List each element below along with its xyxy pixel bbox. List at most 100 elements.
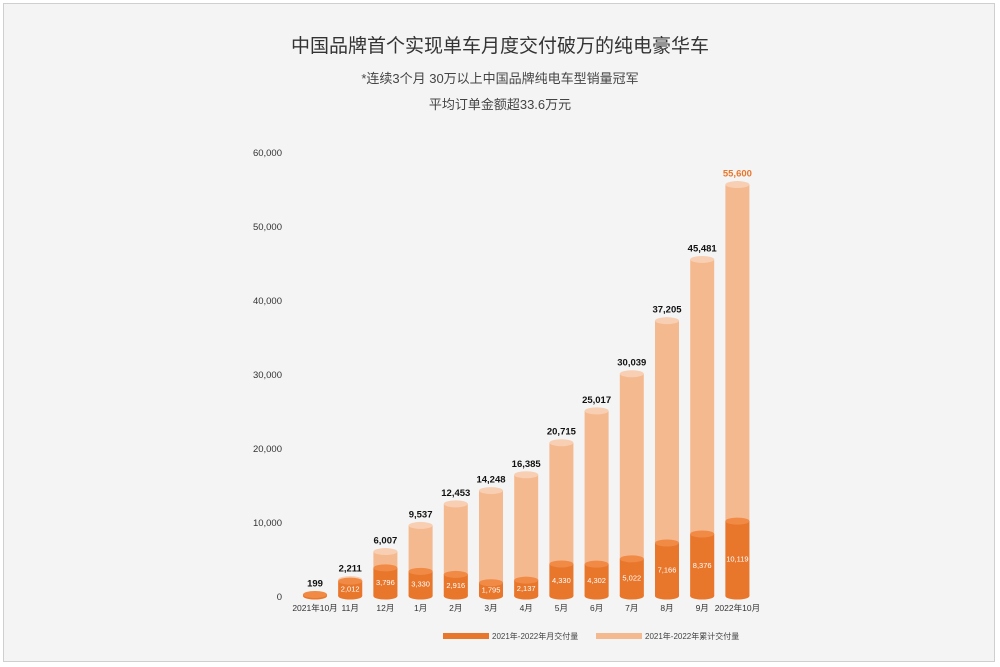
monthly-value-label: 2,012 [341,585,360,594]
monthly-value-label: 3,330 [411,580,430,589]
legend-swatch-monthly [443,633,489,639]
monthly-bar-top [373,564,398,572]
monthly-bar-top [655,539,679,547]
cumulative-bar-top [655,317,679,325]
monthly-bar-top [584,560,609,568]
monthly-bar-top [443,570,468,578]
cumulative-bar-top [690,255,715,263]
monthly-value-label: 4,330 [552,576,571,585]
legend-label-monthly: 2021年-2022年月交付量 [492,631,578,641]
cumulative-value-label: 9,537 [409,509,433,520]
cumulative-bar [479,490,503,596]
cumulative-value-label: 199 [307,579,323,590]
x-tick-label: 3月 [484,603,497,613]
monthly-bar-top [549,560,574,568]
monthly-bar [725,521,750,596]
cumulative-value-label: 12,453 [441,488,470,499]
x-tick-label: 11月 [342,603,359,613]
monthly-bar-top [479,579,503,587]
monthly-bar-top [338,577,363,585]
monthly-bar [655,542,679,596]
monthly-value-label: 1,795 [482,585,501,594]
cumulative-value-label: 55,600 [723,169,752,180]
monthly-bar-base [584,592,609,600]
monthly-bar-base [373,592,398,600]
monthly-bar [338,581,363,596]
chart-title: 中国品牌首个实现单车月度交付破万的纯电豪华车 [290,36,709,57]
y-tick-label: 0 [277,592,282,603]
chart-subtitle-line1: *连续3个月 30万以上中国品牌纯电车型销量冠军 [361,71,639,86]
monthly-bar-top [514,576,539,584]
cumulative-value-label: 37,205 [652,305,682,316]
cumulative-bar-top [584,407,609,415]
x-tick-label: 1月 [414,603,427,613]
x-tick-label: 6月 [590,603,603,613]
x-tick-label: 2021年10月 [292,603,337,613]
legend-swatch-cumulative [596,633,642,639]
monthly-bar-top [619,555,644,563]
monthly-bar-base [408,592,433,600]
legend-label-cumulative: 2021年-2022年累计交付量 [645,631,739,641]
y-tick-label: 40,000 [253,296,282,307]
cumulative-bar-top [443,500,468,508]
monthly-bar-top [303,591,327,599]
monthly-bar-top [408,567,433,575]
cumulative-bar-top [408,521,433,529]
cumulative-bar-top [479,487,503,495]
y-tick-label: 20,000 [253,444,282,455]
cumulative-bar-top [514,471,539,479]
monthly-value-label: 10,119 [726,555,748,564]
monthly-bar-base [514,592,539,600]
cumulative-bar [514,474,539,596]
x-tick-label: 4月 [520,603,533,613]
monthly-bar-base [549,592,574,600]
y-tick-label: 60,000 [253,148,282,159]
cumulative-bar-top [549,439,574,447]
cumulative-value-label: 14,248 [476,475,505,486]
monthly-bar [549,563,574,596]
monthly-value-label: 7,166 [658,565,677,574]
monthly-bar [584,564,609,596]
monthly-bar-base [690,592,715,600]
monthly-bar [408,571,433,596]
x-tick-label: 8月 [660,603,673,613]
x-tick-label: 5月 [555,603,568,613]
monthly-bar-base [443,592,468,600]
cumulative-bar-top [619,370,644,378]
x-tick-label: 9月 [696,603,709,613]
monthly-bar [479,582,503,596]
y-tick-label: 10,000 [253,518,282,529]
monthly-bar-base [619,592,644,600]
monthly-value-label: 2,916 [446,581,465,590]
monthly-bar-base [725,592,750,600]
chart-subtitle-line2: 平均订单金额超33.6万元 [428,97,572,112]
monthly-value-label: 5,022 [622,573,641,582]
x-tick-label: 7月 [625,603,638,613]
monthly-value-label: 4,302 [587,576,606,585]
y-tick-label: 50,000 [253,222,282,233]
y-tick-label: 30,000 [253,370,282,381]
cumulative-value-label: 30,039 [617,358,646,369]
monthly-bar-base [655,592,679,600]
monthly-bar-top [690,530,715,538]
cumulative-value-label: 25,017 [582,395,611,406]
monthly-bar-base [479,592,503,600]
monthly-bar-top [725,517,750,525]
monthly-value-label: 2,137 [517,584,536,593]
monthly-bar [690,534,715,596]
monthly-value-label: 8,376 [693,561,712,570]
cumulative-value-label: 16,385 [512,459,542,470]
cumulative-value-label: 6,007 [374,536,398,547]
cumulative-bar-top [373,548,398,556]
monthly-bar [514,580,539,596]
monthly-bar [619,558,644,596]
x-tick-label: 2022年10月 [715,603,760,613]
monthly-bar-base [338,592,363,600]
monthly-bar [373,567,398,596]
x-tick-label: 12月 [376,603,394,613]
cumulative-value-label: 2,211 [339,564,363,575]
monthly-bar [443,574,468,596]
monthly-value-label: 3,796 [376,578,395,587]
cumulative-bar-top [725,181,750,189]
